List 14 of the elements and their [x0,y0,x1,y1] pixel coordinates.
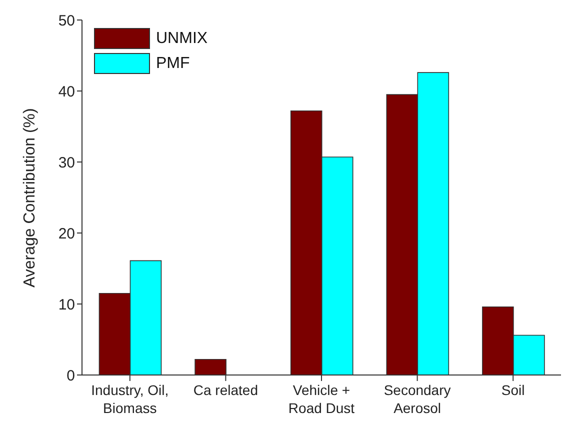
x-tick-label: Secondary Aerosol [384,382,451,416]
y-tick-label: 30 [58,154,75,172]
y-tick-label: 50 [58,12,75,30]
y-tick-label: 40 [58,83,75,100]
x-tick-label: Soil [501,382,525,398]
legend-label: PMF [156,54,190,72]
x-tick-label: Industry, Oil, Biomass [91,382,169,416]
x-tick-label: Ca related [193,382,258,398]
y-axis-title: Average Contribution (%) [22,108,39,288]
x-tick-label: Vehicle + Road Dust [288,382,355,416]
y-tick-label: 10 [58,296,75,314]
y-tick-label: 0 [66,367,75,384]
legend-label: UNMIX [156,30,208,48]
y-tick-label: 20 [58,225,75,242]
